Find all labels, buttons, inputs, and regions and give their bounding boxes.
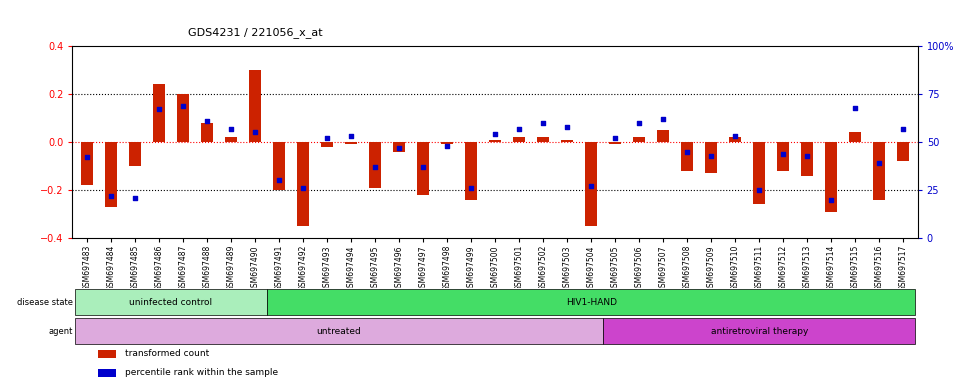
Point [440,143,455,149]
Point [79,154,95,161]
Text: uninfected control: uninfected control [129,298,213,307]
Point [776,151,791,157]
Point [727,133,743,139]
Point [752,187,767,193]
Bar [249,70,261,142]
Bar [153,84,165,142]
Bar [513,137,526,142]
Point [847,104,863,111]
Bar [489,140,501,142]
Point [296,185,311,191]
Text: antiretroviral therapy: antiretroviral therapy [711,327,808,336]
Point [488,131,503,137]
Text: untreated: untreated [317,327,361,336]
Bar [753,142,765,204]
Point [271,177,287,184]
Bar [105,142,117,207]
Text: HIV1-HAND: HIV1-HAND [566,298,616,307]
Point [464,185,479,191]
Point [703,152,719,159]
Bar [98,369,117,377]
Text: transformed count: transformed count [125,349,209,358]
Bar [561,140,573,142]
Point [175,103,190,109]
Point [824,197,839,203]
Bar [897,142,909,161]
Bar [610,142,621,144]
Bar [657,130,669,142]
Bar [345,142,357,144]
Bar [603,318,916,344]
Bar [267,290,916,315]
Bar [633,137,645,142]
Point [583,183,599,189]
Point [247,129,263,136]
Bar [273,142,285,190]
Bar [441,142,453,144]
Text: percentile rank within the sample: percentile rank within the sample [125,368,278,377]
Point [608,135,623,141]
Bar [585,142,597,226]
Point [223,126,239,132]
Bar [74,290,267,315]
Point [559,124,575,130]
Bar [681,142,694,171]
Point [343,133,358,139]
Bar [201,123,213,142]
Bar [801,142,813,176]
Point [415,164,431,170]
Text: disease state: disease state [17,298,72,307]
Bar [873,142,885,200]
Bar [128,142,141,166]
Point [319,135,334,141]
Bar [729,137,741,142]
Bar [98,350,117,358]
Point [151,106,166,113]
Bar [369,142,381,188]
Bar [321,142,333,147]
Point [632,120,647,126]
Point [895,126,911,132]
Bar [537,137,549,142]
Point [800,152,815,159]
Bar [849,132,862,142]
Bar [393,142,405,152]
Point [511,126,526,132]
Bar [81,142,93,185]
Point [199,118,214,124]
Point [128,195,143,201]
Point [656,116,671,122]
Bar [825,142,838,212]
Bar [74,318,603,344]
Point [367,164,383,170]
Point [103,193,119,199]
Point [871,160,887,166]
Point [535,120,551,126]
Point [391,145,407,151]
Text: agent: agent [48,327,72,336]
Bar [465,142,477,200]
Bar [417,142,429,195]
Bar [225,137,237,142]
Bar [177,94,189,142]
Bar [297,142,309,226]
Bar [778,142,789,171]
Bar [705,142,717,173]
Text: GDS4231 / 221056_x_at: GDS4231 / 221056_x_at [188,28,323,38]
Point [679,149,695,155]
